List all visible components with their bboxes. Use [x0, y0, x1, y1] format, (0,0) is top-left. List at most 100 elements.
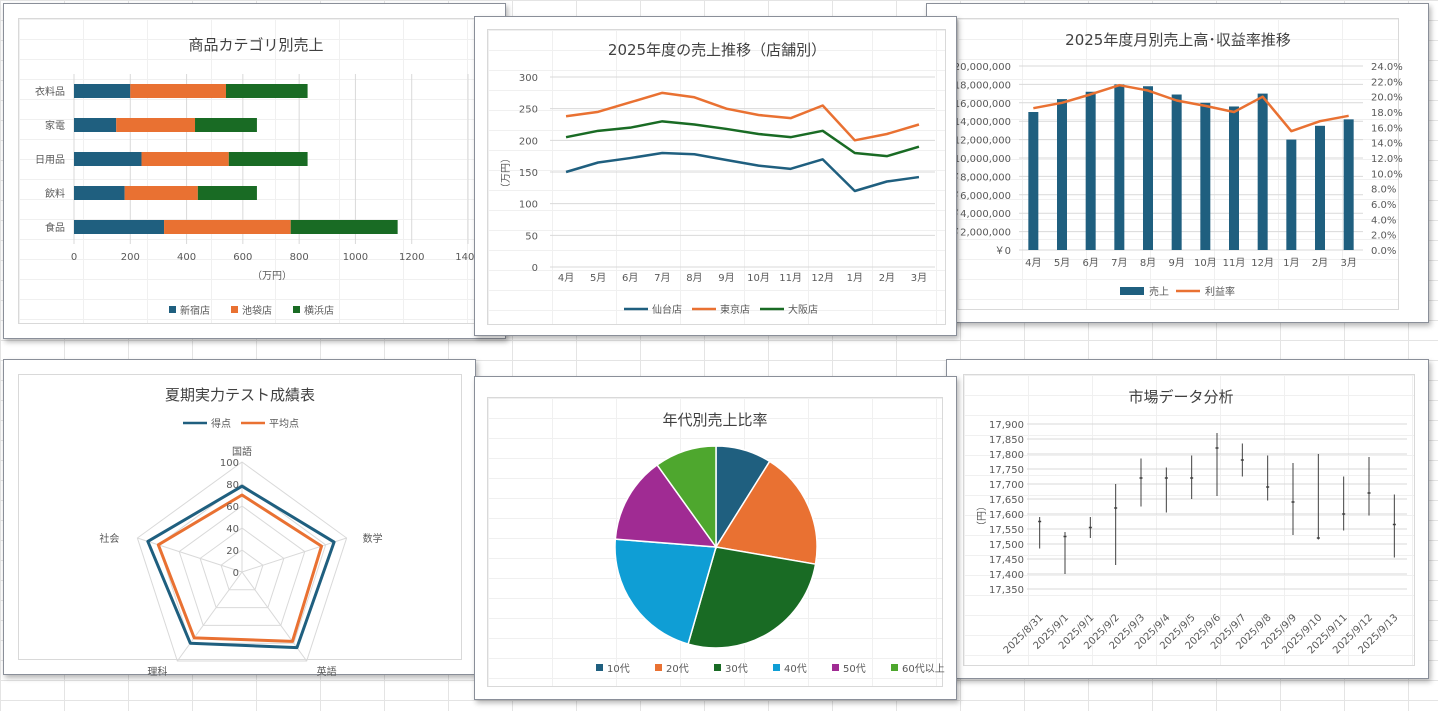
bar — [1028, 112, 1039, 250]
y2-tick-label: 12.0% — [1371, 154, 1403, 165]
legend-label: 大阪店 — [788, 303, 818, 316]
legend-label: 50代 — [843, 663, 866, 675]
r-tick-label: 100 — [220, 458, 239, 469]
x-tick-label: 3月 — [911, 272, 927, 284]
x-tick-label: 0 — [71, 252, 77, 263]
radar-spoke — [176, 571, 243, 662]
bar — [290, 220, 398, 234]
y-tick-label: 17,450 — [989, 555, 1024, 566]
bar — [1315, 125, 1325, 250]
legend-key — [655, 664, 662, 671]
y-tick-label: ￥16,000,000 — [944, 99, 1011, 110]
bar — [74, 186, 125, 200]
bar — [228, 152, 308, 166]
x-tick-label: 3月 — [1340, 257, 1356, 269]
y-tick-label: 0 — [532, 263, 538, 274]
x-tick-label: 5月 — [1054, 257, 1070, 269]
x-tick-label: 12月 — [811, 272, 834, 284]
y2-tick-label: 18.0% — [1371, 108, 1403, 119]
chart-plot-area — [487, 29, 946, 325]
pie-slice — [614, 538, 717, 645]
x-tick-label: 1200 — [399, 252, 424, 263]
radar-spoke — [241, 537, 347, 573]
legend-label: 横浜店 — [304, 304, 334, 317]
y-tick-label: 17,900 — [989, 420, 1024, 431]
y-tick-label: ￥14,000,000 — [944, 117, 1011, 128]
y-tick-label: 150 — [519, 168, 538, 179]
chart-card-monthly[interactable]: 2025年度月別売上高･収益率推移 ￥0 ￥2,000,000 ￥4,000,000… — [926, 3, 1429, 323]
series-line — [565, 151, 920, 193]
chart-card-category[interactable]: 商品カテゴリ別売上 衣料品 家電 日用品 飲料 食品 0 200 400 600 800 1000 1… — [3, 3, 506, 339]
x-tick-label: 400 — [177, 252, 196, 263]
bar — [1171, 94, 1182, 251]
r-tick-label: 0 — [233, 568, 239, 579]
y2-tick-label: 20.0% — [1371, 93, 1403, 104]
legend-label: 平均点 — [269, 418, 299, 430]
legend-key — [293, 306, 300, 313]
y-tick-label: 17,500 — [989, 540, 1024, 551]
bar — [130, 84, 226, 98]
legend-key — [1120, 287, 1144, 295]
y-tick-label: 17,550 — [989, 525, 1024, 536]
legend-key — [773, 664, 780, 671]
radar-gridline — [178, 505, 306, 626]
y2-tick-label: 4.0% — [1371, 215, 1396, 226]
bar — [1143, 86, 1153, 251]
y-tick-label: ￥4,000,000 — [950, 209, 1011, 220]
store-sales-chart: 2025年度の売上推移（店舗別） 0 50 100 150 200 250 300 4月 5月 6… — [500, 41, 935, 316]
chart-title: 市場データ分析 — [1128, 388, 1233, 406]
x-tick-label: 10月 — [1194, 257, 1217, 269]
y-tick-label: 17,350 — [989, 585, 1024, 596]
x-tick-label: 11月 — [779, 272, 802, 284]
bar — [195, 118, 257, 132]
legend-key — [714, 664, 721, 671]
category-label: 衣料品 — [35, 85, 65, 98]
chart-plot-area — [18, 374, 462, 660]
chart-card-market[interactable]: 市場データ分析 17,350 17,400 17,450 17,500 17,550 17… — [946, 359, 1429, 679]
chart-card-radar[interactable]: 夏期実力テスト成績表 得点 平均点 0 20 40 60 80 100 国語 数学 英語 理科 社会 — [3, 359, 476, 678]
series-line — [565, 120, 920, 158]
chart-title: 商品カテゴリ別売上 — [188, 36, 323, 54]
chart-card-pie[interactable]: 年代別売上比率 10代 20代 30代 40代 50代 60代以上 — [474, 376, 957, 700]
bar — [1200, 102, 1211, 250]
y-tick-label: 17,850 — [989, 435, 1024, 446]
category-label: 日用品 — [35, 154, 65, 166]
x-tick-label: 9月 — [718, 272, 734, 284]
bar — [1057, 99, 1067, 251]
y-tick-label: ￥12,000,000 — [944, 136, 1011, 147]
x-tick-label: 7月 — [654, 272, 670, 284]
legend-label: 30代 — [725, 663, 748, 675]
category-label: 食品 — [45, 221, 65, 234]
pie-slice — [714, 460, 818, 566]
legend-key — [169, 306, 176, 313]
y2-tick-label: 2.0% — [1371, 231, 1396, 242]
legend-label: 仙台店 — [652, 303, 682, 316]
y2-tick-label: 10.0% — [1371, 169, 1403, 180]
bar — [124, 186, 198, 200]
y2-tick-label: 6.0% — [1371, 200, 1396, 211]
x-axis-title: （万円） — [252, 270, 292, 282]
x-tick-label: 600 — [233, 252, 252, 263]
chart-card-stores[interactable]: 2025年度の売上推移（店舗別） 0 50 100 150 200 250 300 4月 5月 6… — [474, 16, 957, 336]
x-tick-label: 4月 — [1025, 257, 1041, 269]
x-tick-label: 8月 — [686, 272, 702, 284]
y-tick-label: 17,650 — [989, 495, 1024, 506]
y2-tick-label: 16.0% — [1371, 123, 1403, 134]
y-tick-label: 50 — [525, 231, 538, 242]
x-tick-label: 5月 — [590, 272, 606, 284]
y-tick-label: 17,800 — [989, 450, 1024, 461]
y-tick-label: 17,600 — [989, 510, 1024, 521]
category-label: 家電 — [45, 119, 65, 132]
legend-label: 東京店 — [720, 303, 750, 316]
legend-label: 利益率 — [1205, 285, 1235, 298]
pie-slice — [656, 445, 717, 550]
x-tick-label: 12月 — [1251, 257, 1274, 269]
category-label: 飲料 — [45, 187, 65, 200]
chart-title: 夏期実力テスト成績表 — [165, 386, 315, 404]
bar — [1229, 106, 1239, 250]
bar — [164, 220, 291, 234]
bar — [116, 118, 196, 132]
bar — [197, 186, 257, 200]
